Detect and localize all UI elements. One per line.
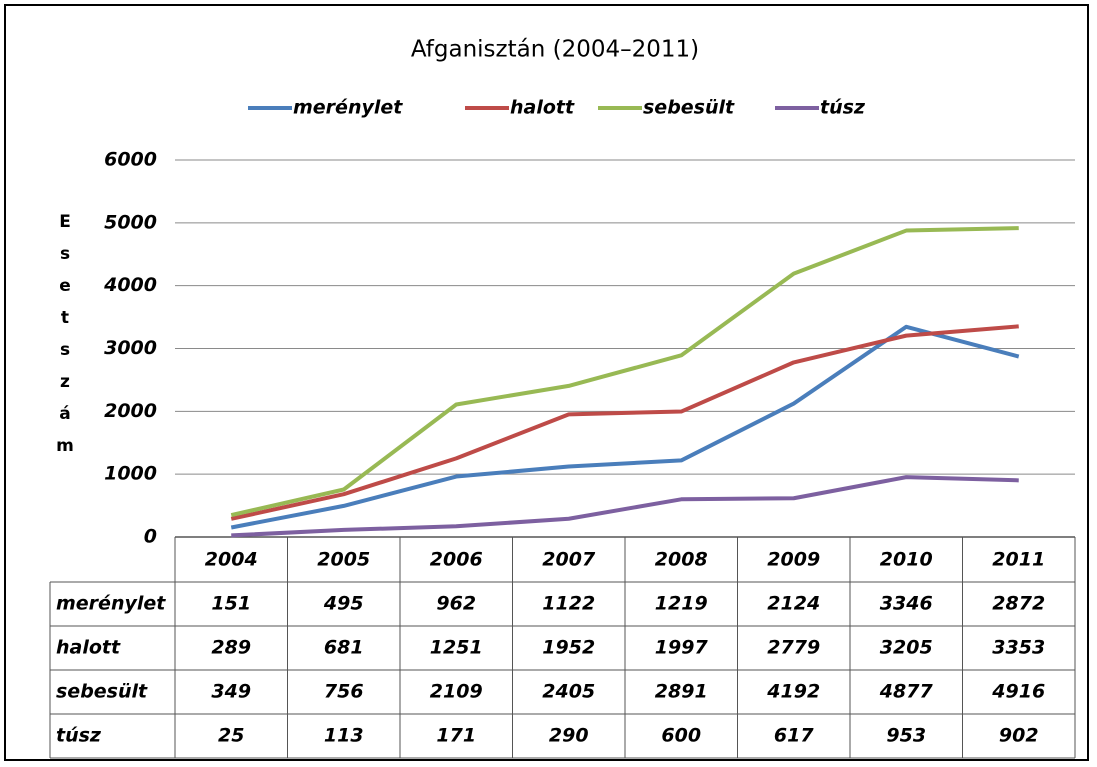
y-tick-label: 4000: [103, 274, 157, 296]
y-tick-label: 2000: [104, 400, 157, 422]
legend-label: sebesült: [643, 97, 735, 119]
y-tick-label: 6000: [104, 149, 157, 171]
table-cell: 1997: [655, 637, 709, 659]
table-cell: 3346: [880, 593, 933, 615]
table-cell: 2124: [767, 593, 820, 615]
legend-label: túsz: [820, 97, 866, 119]
table-cell: 756: [324, 681, 364, 703]
table-cell: 495: [323, 593, 364, 615]
table-cell: 2109: [430, 681, 483, 703]
table-cell: 1219: [655, 593, 708, 615]
table-cell: 681: [324, 637, 364, 659]
table-cell: 902: [999, 725, 1039, 747]
chart-title: Afganisztán (2004–2011): [411, 37, 699, 63]
legend-label: merénylet: [293, 97, 403, 119]
table-cell: 1251: [430, 637, 483, 659]
x-tick-label: 2009: [767, 549, 820, 571]
table-row-label: túsz: [56, 725, 102, 747]
table-cell: 349: [211, 681, 251, 703]
table-cell: 4877: [879, 681, 934, 703]
table-cell: 113: [324, 725, 364, 747]
table-cell: 3205: [880, 637, 933, 659]
legend-label: halott: [510, 97, 575, 119]
table-row-label: merénylet: [56, 593, 166, 615]
frame: [4, 4, 1089, 761]
table-cell: 1122: [542, 593, 595, 615]
x-tick-label: 2011: [992, 549, 1045, 571]
x-tick-label: 2010: [880, 549, 933, 571]
series-line: [231, 475, 1019, 538]
table-cell: 2872: [992, 593, 1045, 615]
table-cell: 962: [436, 593, 476, 615]
x-tick-label: 2007: [542, 549, 596, 571]
series-line: [230, 226, 1019, 518]
y-tick-label: 5000: [104, 211, 157, 233]
table-cell: 2891: [655, 681, 708, 703]
y-axis-label: Esetszám: [55, 212, 75, 468]
table-row-label: sebesült: [56, 681, 148, 703]
table-row-label: halott: [56, 637, 121, 659]
table-cell: 4192: [766, 681, 820, 703]
x-tick-label: 2004: [205, 549, 258, 571]
table-cell: 25: [218, 725, 244, 747]
x-tick-label: 2006: [430, 549, 483, 571]
table-cell: 617: [774, 725, 814, 747]
y-tick-label: 0: [144, 526, 157, 548]
table-cell: 151: [211, 593, 251, 615]
table-cell: 290: [549, 725, 589, 747]
table-cell: 2405: [542, 681, 595, 703]
table-cell: 289: [211, 637, 251, 659]
table-cell: 171: [436, 725, 476, 747]
y-tick-label: 1000: [104, 463, 157, 485]
table-cell: 1952: [542, 637, 595, 659]
table-cell: 953: [886, 725, 926, 747]
table-cell: 600: [661, 725, 701, 747]
series-line: [230, 324, 1019, 521]
table-cell: 4916: [991, 681, 1045, 703]
table-cell: 3353: [992, 637, 1045, 659]
x-tick-label: 2008: [655, 549, 708, 571]
table-cell: 2779: [767, 637, 820, 659]
x-tick-label: 2005: [317, 549, 370, 571]
y-tick-label: 3000: [104, 337, 157, 359]
